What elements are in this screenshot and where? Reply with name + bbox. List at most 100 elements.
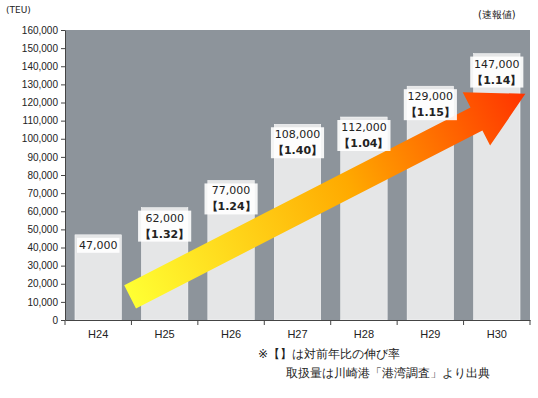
footnote: ※【】は対前年比の伸び率 — [258, 347, 400, 361]
category-divider — [463, 320, 464, 325]
x-axis-line — [66, 320, 531, 321]
x-tick: H29 — [420, 320, 440, 340]
y-tick-label: 120,000 — [22, 97, 59, 108]
chart: 0 10,000 20,000 30,000 40,000 50,000 60,000 70,… — [0, 0, 538, 398]
y-tick-mark — [61, 48, 65, 49]
y-axis: 0 10,000 20,000 30,000 40,000 50,000 60,000 70,… — [22, 25, 66, 326]
y-tick-label: 70,000 — [27, 188, 58, 199]
x-axis: H24 H25 H26 H27 H28 H29 H30 — [66, 320, 531, 340]
growth-label: 【1.15】 — [406, 106, 455, 119]
y-tick: 20,000 — [27, 278, 65, 289]
y-tick-mark — [61, 248, 65, 249]
x-tick: H24 — [88, 320, 108, 340]
y-tick-mark — [61, 193, 65, 194]
y-tick-mark — [61, 139, 65, 140]
y-tick: 100,000 — [22, 133, 65, 144]
y-tick-mark — [61, 84, 65, 85]
x-tick-label: H30 — [487, 328, 507, 340]
x-tick: H26 — [221, 320, 241, 340]
y-tick-label: 150,000 — [22, 43, 59, 54]
y-tick-label: 100,000 — [22, 133, 59, 144]
data-label: 108,000 — [275, 128, 321, 141]
x-tick-label: H29 — [420, 328, 440, 340]
growth-label: 【1.32】 — [140, 228, 189, 241]
y-axis-line — [65, 31, 66, 321]
category-divider — [330, 320, 331, 325]
y-tick: 120,000 — [22, 97, 65, 108]
growth-label: 【1.24】 — [207, 200, 256, 213]
y-tick-label: 0 — [52, 315, 58, 326]
bar — [75, 235, 122, 320]
trend-arrow — [124, 92, 525, 308]
growth-label: 【1.40】 — [273, 144, 322, 157]
x-tick-label: H26 — [221, 328, 241, 340]
y-tick-mark — [61, 302, 65, 303]
label-group: 129,000【1.15】 — [404, 89, 457, 120]
label-patch — [470, 57, 523, 88]
label-patch — [271, 127, 324, 158]
category-divider — [264, 320, 265, 325]
y-tick: 90,000 — [27, 152, 65, 163]
y-tick-mark — [61, 121, 65, 122]
plot-background — [65, 30, 530, 320]
annotation: (速報値) — [478, 9, 516, 20]
y-tick-mark — [61, 320, 65, 321]
y-tick-mark — [61, 211, 65, 212]
y-tick-label: 160,000 — [22, 25, 59, 36]
y-tick-mark — [61, 157, 65, 158]
y-tick-mark — [61, 266, 65, 267]
y-tick-mark — [61, 30, 65, 31]
y-tick-mark — [61, 284, 65, 285]
data-label: 112,000 — [341, 121, 387, 134]
growth-label: 【1.04】 — [339, 137, 388, 150]
y-tick: 160,000 — [22, 25, 65, 36]
label-patch — [337, 120, 390, 151]
y-tick-label: 60,000 — [27, 206, 58, 217]
category-divider — [65, 320, 66, 325]
label-patch — [77, 238, 120, 253]
y-tick-label: 10,000 — [27, 297, 58, 308]
y-tick: 140,000 — [22, 61, 65, 72]
y-tick: 50,000 — [27, 224, 65, 235]
y-tick: 130,000 — [22, 79, 65, 90]
y-tick-label: 30,000 — [27, 260, 58, 271]
label-group: 147,000 【1.14】 — [470, 57, 523, 88]
y-tick-mark — [61, 103, 65, 104]
y-tick: 70,000 — [27, 188, 65, 199]
label-patch — [138, 211, 191, 242]
y-tick: 30,000 — [27, 260, 65, 271]
y-tick: 150,000 — [22, 43, 65, 54]
y-axis-title: (TEU) — [6, 5, 31, 15]
x-tick-label: H25 — [155, 328, 175, 340]
y-tick-label: 110,000 — [23, 115, 59, 126]
data-label: 77,000 — [212, 184, 251, 197]
y-tick-mark — [61, 66, 65, 67]
data-label: 62,000 — [145, 212, 184, 225]
label-group: 62,000 【1.32】 — [138, 211, 191, 242]
y-tick: 80,000 — [27, 170, 65, 181]
y-tick: 10,000 — [27, 297, 65, 308]
y-tick-label: 130,000 — [22, 79, 59, 90]
y-tick-mark — [61, 175, 65, 176]
y-tick-label: 50,000 — [27, 224, 58, 235]
label-group: 47,000 — [77, 238, 120, 253]
x-tick: H27 — [287, 320, 307, 340]
x-tick-label: H27 — [287, 328, 307, 340]
data-label: 47,000 — [79, 239, 118, 252]
x-tick: H25 — [155, 320, 175, 340]
y-tick: 110,000 — [23, 115, 65, 126]
x-tick: H30 — [487, 320, 507, 340]
data-label: 147,000 — [474, 58, 520, 71]
y-tick: 60,000 — [27, 206, 65, 217]
label-patch — [404, 89, 457, 120]
x-tick-label: H28 — [354, 328, 374, 340]
x-tick-label: H24 — [88, 328, 108, 340]
y-tick: 0 — [52, 315, 65, 326]
y-tick: 40,000 — [27, 242, 65, 253]
y-tick-label: 90,000 — [27, 152, 58, 163]
category-divider — [397, 320, 398, 325]
y-tick-label: 140,000 — [22, 61, 59, 72]
growth-label: 【1.14】 — [472, 74, 521, 87]
y-tick-label: 40,000 — [27, 242, 58, 253]
label-group: 77,000 【1.24】 — [205, 183, 258, 214]
